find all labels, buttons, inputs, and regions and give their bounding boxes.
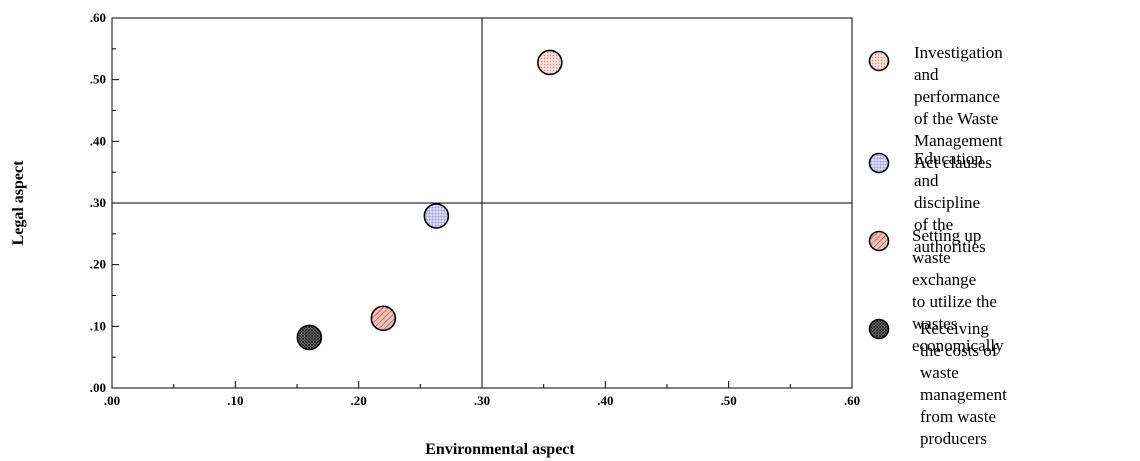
legend-marker-costs — [868, 318, 890, 340]
y-tick-label: .50 — [90, 72, 106, 87]
y-tick-label: .00 — [90, 380, 106, 395]
legend-label: Setting up waste exchange to utilize the… — [912, 226, 1004, 355]
y-tick-label: .60 — [90, 10, 106, 25]
x-tick-label: .00 — [104, 393, 120, 408]
y-axis-title: Legal aspect — [10, 160, 27, 246]
data-point-4 — [296, 324, 323, 351]
x-tick-label: .30 — [474, 393, 490, 408]
y-tick-label: .40 — [90, 133, 106, 148]
legend-marker-education — [868, 152, 890, 174]
legend-marker-waste-exchange — [868, 230, 890, 252]
data-point-1 — [537, 49, 563, 76]
data-point-2 — [423, 203, 450, 229]
x-tick-label: .10 — [227, 393, 243, 408]
y-tick-label: .30 — [90, 195, 106, 210]
data-point-3 — [370, 305, 397, 332]
y-tick-label: .20 — [90, 257, 106, 272]
legend-label: Education and discipline of the authorit… — [914, 149, 986, 256]
x-axis-title: Environmental aspect — [425, 441, 575, 458]
legend-label: Investigation and performance of the Was… — [914, 43, 1003, 172]
legend-marker-investigation — [868, 50, 890, 72]
x-tick-label: .20 — [351, 393, 367, 408]
x-tick-label: .40 — [597, 393, 613, 408]
legend-label: Receiving the costs of waste management … — [920, 319, 1007, 448]
plot-area: .00 .10 .20 .30 .40 .50 .60 .00 .10 .20 .30 .40 .50.… — [10, 10, 860, 458]
x-tick-label: .50 — [721, 393, 737, 408]
y-tick-label: .10 — [90, 318, 106, 333]
x-tick-label: .60 — [844, 393, 860, 408]
